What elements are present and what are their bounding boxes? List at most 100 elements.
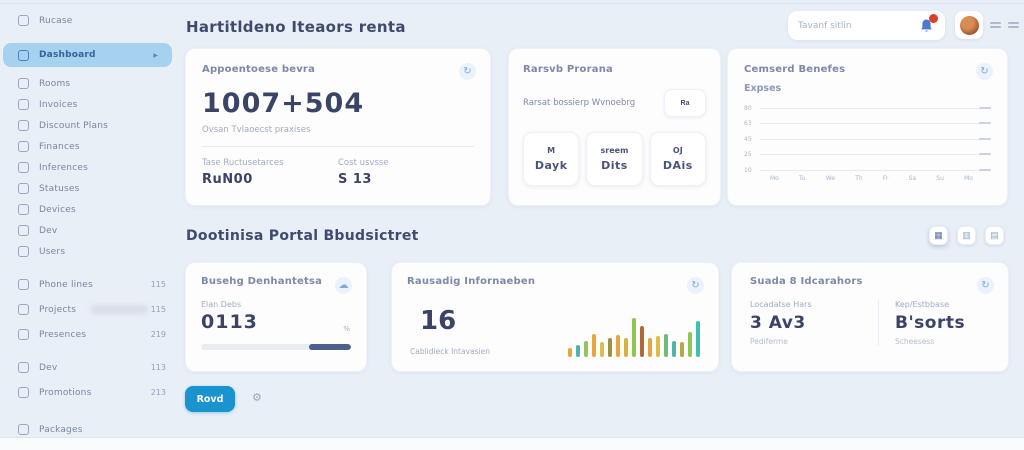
y-axis-tick: 80 (744, 104, 752, 112)
bar (576, 345, 580, 357)
sidebar-item-discount-plans[interactable]: Discount Plans (0, 115, 180, 136)
bar (600, 342, 604, 357)
gear-icon[interactable]: ⚙ (252, 391, 262, 404)
sidebar-item-users[interactable]: Users (0, 241, 180, 262)
stats-subtitle: Ovsan Tvlaoecst praxises (202, 125, 311, 135)
search-input[interactable] (798, 20, 919, 31)
booking-label: Elan Debs (201, 300, 242, 309)
sidebar-badge: 113 (150, 363, 166, 372)
stats-card-title: Appoentoese bevra (202, 64, 316, 75)
discount-plans-icon (18, 120, 29, 131)
sidebar-item-finances[interactable]: Finances (0, 136, 180, 157)
stats-metric-2: Cost usvsse S 13 (338, 158, 474, 187)
users-icon (18, 246, 29, 257)
sidebar-item-label: Dev (39, 362, 58, 373)
tile-value: DAis (662, 159, 693, 172)
sidebar-item-label: Dev (39, 225, 58, 236)
sidebar: Rucase Dashboard ▶ Rooms Invoices Discount Pl… (0, 0, 180, 437)
chart-grid-row: 45 (744, 133, 991, 145)
avatar-chip (955, 11, 983, 39)
summary-value: 3 Av3 (750, 313, 806, 333)
bar (592, 334, 596, 357)
devices-icon (18, 204, 29, 215)
activity-card-title: Rausadig Infornaeben (407, 276, 536, 287)
refresh-icon[interactable]: ↻ (977, 277, 994, 294)
sidebar-item-dashboard[interactable]: Dashboard ▶ (3, 43, 172, 67)
sidebar-item-dev[interactable]: Dev 113 (0, 357, 180, 378)
user-menu[interactable] (955, 11, 1024, 39)
programs-mini-button[interactable]: Ra (664, 89, 706, 117)
bar (608, 338, 612, 357)
summary-column-1: Locadatse Hars 3 Av3 Pediferme (750, 300, 878, 346)
sidebar-item-projects[interactable]: Projects 115 (0, 299, 180, 320)
sidebar-item-label: Phone lines (39, 279, 93, 290)
inferences-icon (18, 162, 29, 173)
sidebar-item-label: Rucase (39, 15, 73, 26)
metric-value: RuN00 (202, 172, 253, 187)
x-axis-tick: Mo (964, 175, 973, 182)
activity-big-value: 16 (420, 306, 457, 336)
bar (632, 318, 636, 357)
sidebar-item-promotions[interactable]: Promotions 213 (0, 382, 180, 403)
tile-label: sreem (600, 146, 629, 155)
sidebar-item-statuses[interactable]: Statuses (0, 178, 180, 199)
sidebar-badge: 219 (150, 330, 166, 339)
top-divider (0, 3, 1024, 4)
bar (568, 348, 572, 357)
columns-view-button[interactable]: ▥ (957, 226, 976, 245)
gridline (760, 106, 991, 109)
summary-card: Suada 8 Idcarahors ↻ Locadatse Hars 3 Av… (731, 262, 1009, 372)
y-axis-tick: 25 (744, 151, 752, 158)
refresh-icon[interactable]: ↻ (976, 63, 993, 80)
sidebar-item-label: Presences (39, 329, 87, 340)
sidebar-item-rucase[interactable]: Rucase (0, 10, 180, 31)
invoices-icon (18, 99, 29, 110)
refresh-icon[interactable]: ↻ (459, 63, 476, 80)
x-axis-tick: Mo (770, 175, 779, 182)
sidebar-badge: 213 (150, 388, 166, 397)
programs-card: Rarsvb Prorana Rarsat bossierp Wvnoebrg … (508, 48, 721, 206)
sidebar-item-inferences[interactable]: Inferences (0, 157, 180, 178)
benefits-card-title: Cemserd Benefes (744, 64, 846, 75)
sidebar-item-label: Users (39, 246, 66, 257)
benefits-x-axis: Mo Tu We Th Fr Sa Su Mo (744, 172, 991, 182)
dashboard-icon (18, 49, 29, 61)
notification-bell-icon[interactable] (919, 13, 938, 34)
bar (672, 341, 676, 357)
cloud-icon[interactable]: ☁ (335, 277, 352, 294)
sidebar-item-rooms[interactable]: Rooms (0, 73, 180, 94)
sidebar-item-phone-lines[interactable]: Phone lines 115 (0, 274, 180, 295)
sidebar-item-dev[interactable]: Dev (0, 220, 180, 241)
search-box (788, 11, 945, 40)
sidebar-item-devices[interactable]: Devices (0, 199, 180, 220)
menu-lines-icon (990, 20, 1001, 30)
summary-value: B'sorts (895, 313, 966, 333)
tile-label: M (547, 146, 556, 155)
bar (688, 332, 692, 357)
program-tile-1[interactable]: M Dayk (523, 132, 580, 186)
bar (648, 338, 652, 357)
refresh-icon[interactable]: ↻ (687, 277, 704, 294)
sidebar-item-packages[interactable]: Packages (0, 419, 180, 440)
program-tile-2[interactable]: sreem Dits (586, 132, 643, 186)
summary-sub: Pediferme (750, 337, 788, 346)
sidebar-item-invoices[interactable]: Invoices (0, 94, 180, 115)
benefits-subtitle: Expses (744, 83, 782, 94)
program-tile-3[interactable]: OJ DAis (649, 132, 706, 186)
summary-divider (878, 300, 879, 346)
sidebar-item-label: Packages (39, 424, 83, 435)
x-axis-tick: We (825, 175, 836, 182)
booking-percent: % (343, 325, 350, 333)
y-axis-tick: 45 (744, 135, 752, 143)
bar (664, 334, 668, 357)
booking-card: Busehg Denhantetsa ☁ Elan Debs 0113 % (185, 262, 367, 372)
next-button[interactable]: Rovd (185, 386, 235, 412)
finances-icon (18, 141, 29, 152)
grid-view-button[interactable]: ▦ (929, 226, 948, 245)
benefits-line-chart: 80 63 45 25 10 (744, 102, 991, 174)
rows-view-button[interactable]: ▤ (985, 226, 1004, 245)
sidebar-item-presences[interactable]: Presences 219 (0, 324, 180, 345)
gridline (760, 168, 991, 171)
notification-dot (929, 13, 938, 23)
